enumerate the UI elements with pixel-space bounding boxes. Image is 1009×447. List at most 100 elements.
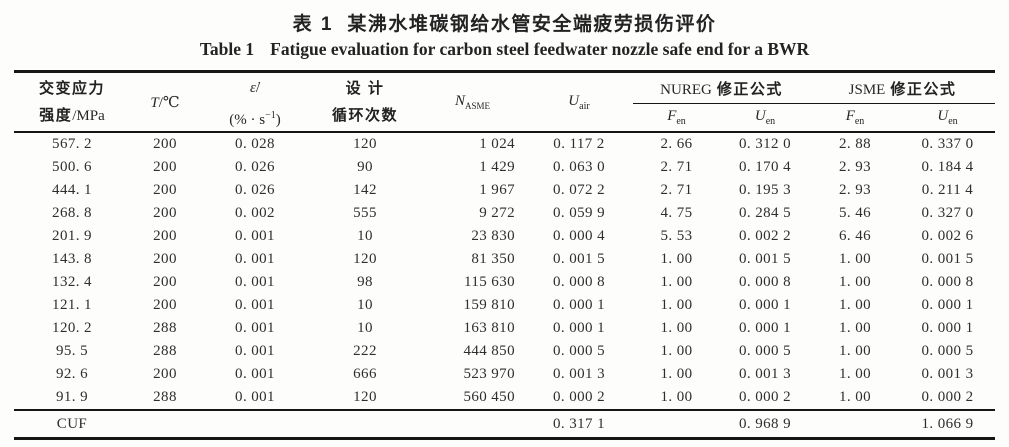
table-cell-empty xyxy=(130,410,200,439)
table-cell: 0. 026 xyxy=(235,159,275,175)
table-row: 567. 2 200 0. 028 120 1 024 0. 117 2 2. 66 0. 3… xyxy=(14,132,995,156)
table-row: 500. 6 200 0. 026 90 1 429 0. 063 0 2. 71 0. 17… xyxy=(14,156,995,179)
table-cell: 91. 9 xyxy=(56,389,88,405)
table-cell: 1. 00 xyxy=(839,366,871,382)
table-cell: 1. 00 xyxy=(839,274,871,290)
table-row: 201. 9 200 0. 001 10 23 830 0. 000 4 5. 53 0. 0… xyxy=(14,225,995,248)
table-cell: 0. 000 1 xyxy=(553,297,605,313)
table-cell: 10 xyxy=(357,297,373,313)
table-cell: 159 810 xyxy=(463,297,515,313)
table-cell: 0. 026 xyxy=(235,182,275,198)
col-header-n-asme: NASME xyxy=(454,93,491,111)
table-cell: 0. 001 5 xyxy=(739,251,791,267)
col-header-strain-rate: ε̇/ (% · s−1) xyxy=(200,72,310,133)
table-cell: 2. 66 xyxy=(660,136,693,152)
table-cell: 200 xyxy=(153,159,177,175)
table-cell: 98 xyxy=(357,274,373,290)
table-cell: 5. 46 xyxy=(839,205,871,221)
cuf-nureg-uen-value: 0. 968 9 xyxy=(739,416,791,432)
table-cell: 1. 00 xyxy=(660,343,693,359)
table-cell: 0. 001 3 xyxy=(553,366,605,382)
group-header-nureg-formula: NUREG 修正公式 xyxy=(633,71,810,104)
table-cell: 0. 063 0 xyxy=(553,159,605,175)
col-header-fen-nureg: Fen xyxy=(667,108,686,127)
group-header-jsme-formula: JSME 修正公式 xyxy=(810,71,996,104)
table-cell: 200 xyxy=(153,136,177,152)
table-cell: 2. 93 xyxy=(839,182,871,198)
table-cell: 0. 184 4 xyxy=(921,159,974,175)
table-cell: 120 xyxy=(353,251,377,267)
table-cell: 1. 00 xyxy=(660,251,693,267)
col-header-design-cycles: 设 计 循环次数 xyxy=(310,72,420,133)
table-cell: 142 xyxy=(353,182,377,198)
table-cell: 92. 6 xyxy=(56,366,88,382)
table-cell: 23 830 xyxy=(471,228,515,244)
table-cell: 0. 001 xyxy=(235,320,275,336)
table-cell: 10 xyxy=(357,228,373,244)
table-cell: 0. 001 xyxy=(235,389,275,405)
table-body: 567. 2 200 0. 028 120 1 024 0. 117 2 2. 66 0. 3… xyxy=(14,132,996,439)
table-cell: 5. 53 xyxy=(660,228,693,244)
table-cell: 1 429 xyxy=(479,159,515,175)
table-cell: 90 xyxy=(357,159,373,175)
table-number-zh: 表 1 xyxy=(292,14,334,35)
table-cell: 0. 000 5 xyxy=(553,343,605,359)
table-cell: 0. 001 xyxy=(235,274,275,290)
table-cell: 0. 001 xyxy=(235,297,275,313)
table-cell: 1. 00 xyxy=(660,389,693,405)
table-cell: 0. 000 2 xyxy=(921,389,974,405)
table-cell: 0. 000 8 xyxy=(553,274,605,290)
col-header-uen-nureg: Uen xyxy=(754,108,776,127)
fatigue-evaluation-table: 交变应力 强度/MPa T/℃ ε̇/ (% · s−1) 设 计 循环次数 N… xyxy=(14,70,996,440)
table-title-zh-text: 某沸水堆碳钢给水管安全端疲劳损伤评价 xyxy=(347,14,717,35)
table-cell-empty xyxy=(200,410,310,439)
col-header-u-air: Uair xyxy=(568,92,590,112)
table-cell: 200 xyxy=(153,274,177,290)
table-cell: 120 xyxy=(353,136,377,152)
design-cycles-line2: 循环次数 xyxy=(331,107,398,124)
table-title-zh: 表 1 某沸水堆碳钢给水管安全端疲劳损伤评价 xyxy=(0,9,1009,36)
table-cell: 222 xyxy=(353,343,377,359)
table-cell: 121. 1 xyxy=(52,297,92,313)
table-cell: 555 xyxy=(353,205,377,221)
header-row-1: 交变应力 强度/MPa T/℃ ε̇/ (% · s−1) 设 计 循环次数 N… xyxy=(14,71,996,128)
table-cell: 560 450 xyxy=(463,389,515,405)
table-cell: 288 xyxy=(153,320,177,336)
table-cell: 0. 327 0 xyxy=(921,205,974,221)
cuf-label: CUF xyxy=(56,416,88,432)
table-cell: 1. 00 xyxy=(660,297,693,313)
table-cell: 500. 6 xyxy=(52,159,92,175)
table-cell: 0. 312 0 xyxy=(739,136,791,152)
table-cell: 0. 000 5 xyxy=(739,343,791,359)
table-row: 91. 9 288 0. 001 120 560 450 0. 000 2 1. 00 0. … xyxy=(14,386,995,410)
table-cell: 0. 000 1 xyxy=(739,297,791,313)
table-cell: 268. 8 xyxy=(52,205,92,221)
table-cell: 9 272 xyxy=(479,205,515,221)
table-cell: 523 970 xyxy=(463,366,515,382)
table-cell: 1. 00 xyxy=(839,389,871,405)
table-cell: 0. 284 5 xyxy=(739,205,791,221)
table-row: 268. 8 200 0. 002 555 9 272 0. 059 9 4. 75 0. 2… xyxy=(14,202,995,225)
design-cycles-line1: 设 计 xyxy=(345,80,385,97)
table-cell-empty xyxy=(633,410,720,439)
table-row: 92. 6 200 0. 001 666 523 970 0. 001 3 1. 00 0. … xyxy=(14,363,995,386)
table-cell: 0. 001 5 xyxy=(921,251,974,267)
table-cell: 0. 002 xyxy=(235,205,275,221)
table-cell: 1 967 xyxy=(479,182,515,198)
table-cell: 0. 000 4 xyxy=(553,228,605,244)
table-cell: 1. 00 xyxy=(839,320,871,336)
table-cell: 0. 000 2 xyxy=(553,389,605,405)
table-cell: 120. 2 xyxy=(52,320,92,336)
table-cell: 95. 5 xyxy=(56,343,88,359)
table-row: 95. 5 288 0. 001 222 444 850 0. 000 5 1. 00 0. … xyxy=(14,340,995,363)
table-cell: 444. 1 xyxy=(52,182,92,198)
table-cell: 4. 75 xyxy=(660,205,693,221)
table-cell: 0. 028 xyxy=(235,136,275,152)
table-cell: 0. 002 2 xyxy=(739,228,791,244)
table-cell: 1. 00 xyxy=(660,366,693,382)
table-cell: 0. 072 2 xyxy=(553,182,605,198)
table-cell: 200 xyxy=(153,251,177,267)
table-cell: 0. 000 1 xyxy=(921,320,974,336)
table-row: 143. 8 200 0. 001 120 81 350 0. 001 5 1. 00 0. … xyxy=(14,248,995,271)
table-cell: 201. 9 xyxy=(52,228,92,244)
